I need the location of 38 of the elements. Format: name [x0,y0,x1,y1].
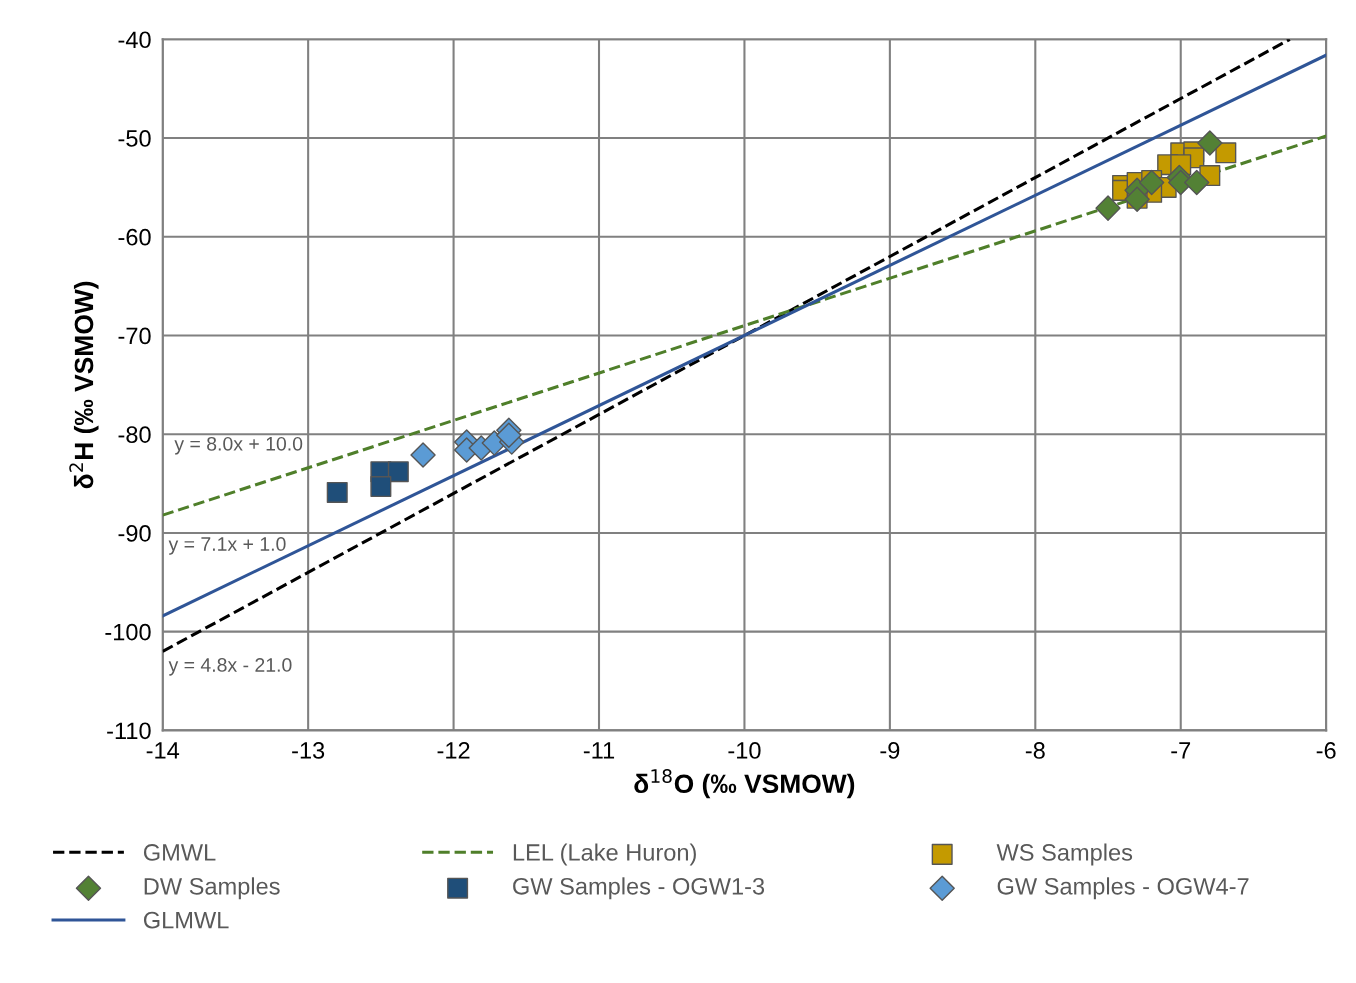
y-tick-label: -80 [118,426,151,443]
x-tick-label: -12 [437,742,470,759]
y-tick-label: -90 [118,524,151,542]
x-tick-label: -10 [728,742,761,759]
legend-label: DW Samples [144,877,280,900]
legend-label: GMWL [143,844,216,861]
x-tick-label: -7 [1171,742,1191,759]
y-tick-label: -50 [118,130,151,147]
point [410,442,436,468]
x-tick-label: -11 [583,742,615,759]
point [370,476,392,498]
x-tick-label: -14 [146,742,180,759]
legend-label: LEL (Lake Huron) [513,843,696,866]
annotation: y = 7.1x + 1.0 [168,537,286,555]
y-tick-label: -60 [118,228,151,246]
y-tick-label: -110 [107,722,151,740]
legend-label: GW Samples - OGW4-7 [997,877,1249,900]
point [326,481,348,503]
x-tick-label: -9 [880,742,900,759]
point [1184,169,1210,196]
y-tick-label: -40 [118,31,151,49]
x-axis-title: δ$^{18}$O (‰ VSMOW) [634,769,855,799]
x-tick-label: -6 [1316,742,1336,759]
point [387,461,409,483]
annotation: y = 8.0x + 10.0 [174,436,303,455]
legend-label: WS Samples [996,843,1133,866]
y-tick-label: -70 [118,327,151,345]
x-tick-label: -8 [1025,742,1045,759]
point [496,422,522,448]
legend-label: GW Samples - OGW1-3 [513,877,765,900]
annotation: y = 4.8x - 21.0 [168,658,292,676]
x-tick-label: -13 [292,742,325,759]
point [1095,195,1121,221]
y-axis-title: δ$^{2}$H (‰ VSMOW) [69,281,99,489]
y-tick-label: -100 [105,623,151,641]
point [1197,130,1223,156]
legend-label: GLMWL [143,911,229,929]
point [1215,142,1237,164]
